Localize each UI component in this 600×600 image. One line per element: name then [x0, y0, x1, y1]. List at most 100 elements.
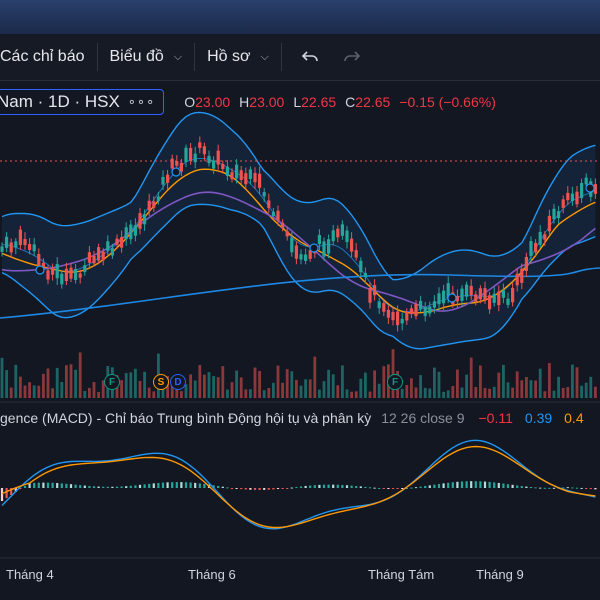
- candle-body: [409, 308, 413, 315]
- volume-bar: [88, 387, 91, 398]
- chart-type-label: Biểu đồ: [109, 48, 164, 65]
- volume-bar: [331, 374, 335, 398]
- profile-label: Hồ sơ: [207, 48, 251, 65]
- candle-body: [156, 196, 160, 201]
- macd-histogram-bar: [51, 482, 54, 488]
- macd-histogram-bar: [79, 485, 82, 488]
- candle-body: [414, 303, 418, 317]
- event-badge-s[interactable]: S: [153, 374, 169, 390]
- macd-histogram-bar: [396, 488, 399, 489]
- macd-histogram-bar: [221, 486, 224, 488]
- candle-body: [37, 254, 41, 268]
- macd-histogram-bar: [28, 483, 31, 488]
- candle-body: [446, 283, 450, 299]
- redo-button[interactable]: [342, 34, 362, 80]
- candle-body: [354, 250, 358, 258]
- profile-button[interactable]: Hồ sơ ⌵: [207, 34, 269, 80]
- candle-body: [110, 248, 114, 256]
- event-badge-f[interactable]: F: [387, 374, 403, 390]
- price-chart[interactable]: [0, 0, 600, 560]
- volume-bar: [129, 372, 133, 398]
- macd-legend: gence (MACD) - Chỉ báo Trung bình Động h…: [0, 410, 584, 426]
- macd-histogram-bar: [198, 483, 201, 488]
- volume-bar: [364, 372, 367, 398]
- candle-body: [299, 254, 303, 260]
- volume-bar: [451, 386, 455, 398]
- chart-marker-icon: [585, 183, 595, 193]
- candle-body: [244, 173, 248, 185]
- macd-histogram-bar: [125, 486, 128, 488]
- volume-bar: [290, 371, 294, 398]
- volume-bar: [446, 390, 450, 398]
- macd-histogram-bar: [479, 481, 482, 488]
- undo-button[interactable]: [300, 34, 320, 80]
- volume-bar: [465, 374, 468, 398]
- macd-histogram-bar: [566, 487, 569, 489]
- indicators-button[interactable]: Các chỉ báo: [0, 34, 85, 80]
- volume-bar: [212, 376, 215, 398]
- high-key: H: [239, 94, 250, 110]
- volume-bar: [239, 377, 243, 398]
- macd-histogram-bar: [244, 488, 247, 490]
- volume-bar: [138, 381, 142, 398]
- toolbar: Các chỉ báo Biểu đồ ⌵ Hồ sơ ⌵: [0, 34, 600, 81]
- candle-body: [488, 295, 492, 310]
- change-value: −0.15 (−0.66%): [399, 94, 496, 110]
- chart-type-button[interactable]: Biểu đồ ⌵: [110, 34, 183, 80]
- candle-body: [170, 158, 174, 169]
- more-options-icon[interactable]: ∘∘∘: [127, 94, 156, 109]
- chart-marker-icon: [447, 293, 457, 303]
- volume-bar: [488, 388, 491, 398]
- toolbar-divider: [96, 43, 98, 71]
- macd-histogram-bar: [465, 481, 468, 488]
- candle-body: [377, 301, 381, 309]
- macd-histogram-bar: [14, 488, 17, 492]
- event-badge-d[interactable]: D: [170, 374, 186, 390]
- candle-body: [97, 247, 101, 261]
- macd-histogram-bar: [405, 487, 408, 489]
- candle-body: [267, 200, 271, 208]
- volume-bar: [51, 388, 54, 398]
- candle-body: [520, 268, 524, 283]
- chart-marker-icon: [171, 167, 181, 177]
- volume-bar: [548, 363, 551, 398]
- candle-body: [271, 211, 275, 217]
- symbol-selector[interactable]: Nam · 1D · HSX ∘∘∘: [0, 89, 165, 115]
- candle-body: [317, 235, 321, 245]
- event-badge-f[interactable]: F: [104, 374, 120, 390]
- candle-body: [340, 224, 344, 236]
- volume-bar: [433, 367, 436, 398]
- macd-histogram-bar: [594, 488, 597, 490]
- moving-average-purple: [1, 191, 596, 312]
- candle-body: [350, 238, 354, 252]
- macd-histogram-bar: [97, 486, 100, 488]
- macd-histogram-bar: [387, 488, 390, 489]
- macd-histogram-bar: [175, 482, 178, 488]
- volume-bar: [55, 367, 59, 398]
- macd-signal-line: [1, 445, 596, 529]
- candle-body: [189, 148, 193, 161]
- time-axis[interactable]: Tháng 4 Tháng 6 Tháng Tám Tháng 9: [0, 560, 600, 590]
- macd-histogram-bar: [534, 487, 537, 489]
- candle-body: [386, 309, 390, 318]
- volume-bar: [575, 367, 579, 398]
- volume-bar: [32, 385, 36, 398]
- macd-histogram-bar: [295, 486, 298, 488]
- macd-histogram-bar: [350, 485, 353, 488]
- candle-body: [106, 241, 110, 251]
- macd-histogram-bar: [419, 486, 422, 488]
- candle-body: [202, 146, 206, 155]
- event-letter: F: [108, 376, 116, 388]
- volume-bar: [189, 374, 192, 398]
- candle-body: [478, 288, 482, 300]
- volume-bar: [65, 365, 68, 398]
- macd-histogram-bar: [129, 485, 132, 488]
- macd-histogram-bar: [253, 488, 257, 490]
- volume-bar: [492, 386, 496, 398]
- candle-body: [331, 230, 335, 242]
- volume-bar: [0, 357, 4, 398]
- candle-body: [248, 169, 252, 179]
- candle-body: [474, 294, 478, 302]
- candle-body: [593, 184, 597, 194]
- open-key: O: [184, 94, 196, 110]
